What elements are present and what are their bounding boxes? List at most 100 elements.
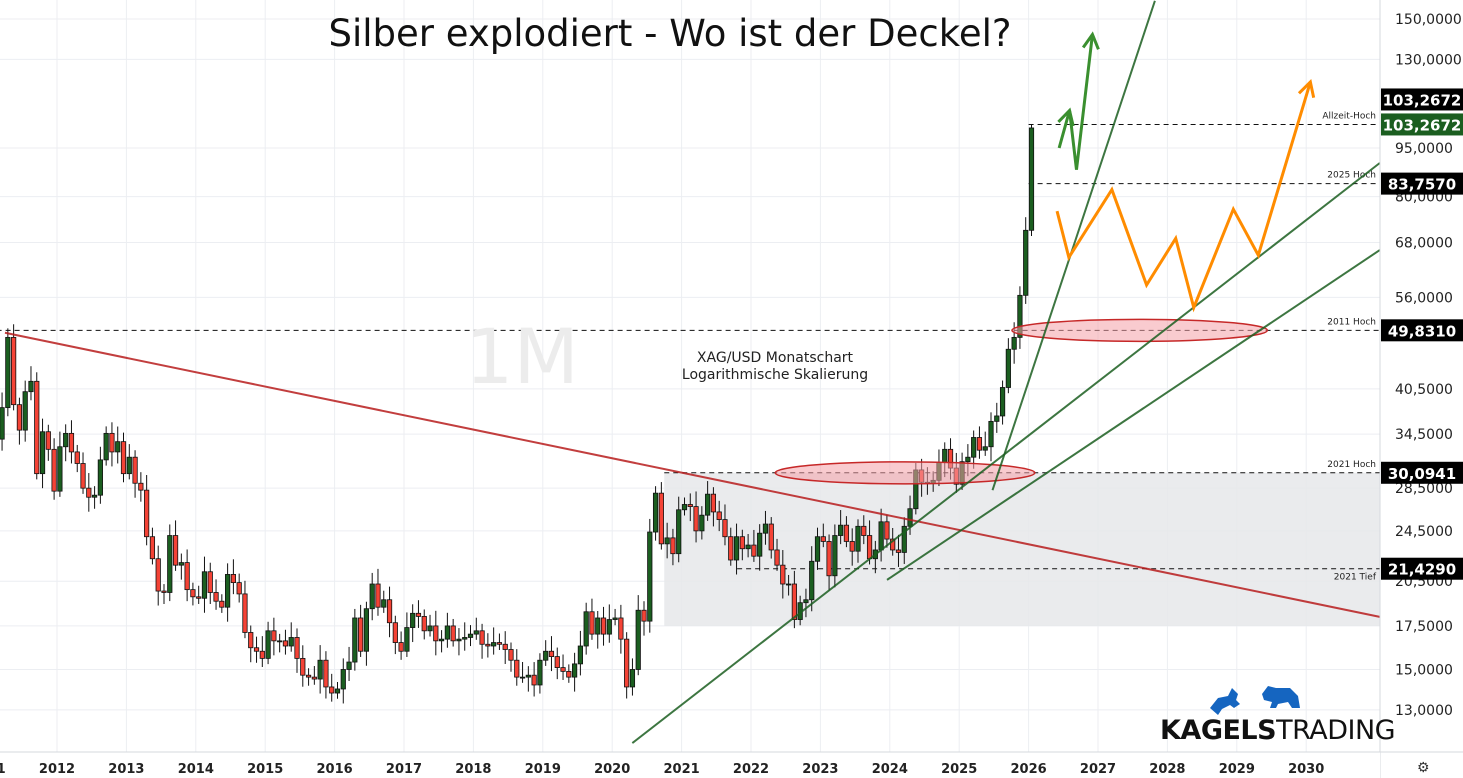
candle-body (485, 643, 491, 647)
candle-body (496, 642, 503, 645)
price-label-box (1381, 88, 1463, 111)
candle-body (999, 387, 1006, 417)
candle-body (386, 599, 393, 624)
candle-body (305, 674, 312, 678)
candle-body (577, 645, 583, 665)
price-tick-label: 34,5000 (1395, 427, 1453, 443)
candle-body (288, 637, 294, 647)
candle-body (705, 493, 711, 516)
candle-body (838, 524, 844, 536)
time-tick-label: 2030 (1288, 762, 1324, 777)
candle-body (803, 599, 809, 604)
price-label-box (1381, 172, 1463, 195)
candle-body (398, 642, 404, 652)
candle-body (716, 511, 722, 520)
candle-body (462, 637, 468, 640)
candle-body (172, 535, 179, 566)
candle-body (780, 564, 786, 585)
candle-body (548, 650, 555, 657)
price-tick-label: 13,0000 (1395, 703, 1453, 719)
candle-body (213, 592, 219, 602)
bull-icon (1210, 688, 1240, 715)
candle-body (427, 625, 433, 632)
candle-body (762, 523, 769, 534)
candle-body (491, 642, 497, 647)
candle-body (74, 451, 80, 464)
time-tick-label: 2024 (872, 762, 908, 777)
candle-body (514, 659, 520, 678)
candle-body (1023, 229, 1029, 296)
candle-body (710, 493, 717, 513)
resistance-zone-ellipse (1011, 318, 1269, 343)
candle-body (595, 617, 601, 635)
level-label: 2011 Hoch (1327, 317, 1376, 327)
candle-body (404, 627, 410, 652)
price-label-text: 83,7570 (1388, 176, 1456, 194)
candle-body (554, 656, 560, 669)
candle-body (392, 622, 398, 643)
time-tick-label: 2013 (108, 762, 144, 777)
candle-body (277, 640, 283, 643)
candle-body (230, 574, 236, 584)
candle-body (832, 535, 838, 577)
candle-body (410, 612, 416, 628)
candle-body (982, 446, 988, 451)
candle-body (647, 531, 653, 622)
candle-body (994, 415, 1000, 422)
candle-body (560, 667, 566, 672)
price-tick-label: 150,0000 (1395, 12, 1462, 28)
candle-body (988, 420, 994, 448)
candle-body (757, 532, 763, 557)
candle-body (248, 632, 254, 649)
candle-body (728, 536, 734, 561)
candle-body (444, 625, 450, 640)
time-tick-label: 2021 (664, 762, 700, 777)
candle-body (253, 647, 260, 652)
candle-body (971, 437, 977, 458)
chart-title: Silber explodiert - Wo ist der Deckel? (328, 12, 1012, 55)
price-tick-label: 28,5000 (1395, 481, 1453, 497)
time-tick-label: 2014 (178, 762, 214, 777)
candle-body (358, 617, 364, 652)
candle-body (479, 630, 485, 645)
kagels-trading-logo: KAGELSTRADING (1160, 715, 1396, 746)
candle-body (849, 541, 855, 552)
candle-body (39, 431, 46, 475)
candle-body (201, 571, 208, 599)
candle-body (629, 669, 636, 688)
candle-body (774, 549, 780, 566)
candle-body (473, 630, 479, 635)
gear-icon[interactable]: ⚙ (1417, 759, 1430, 775)
candle-body (120, 441, 127, 475)
candle-body (271, 630, 277, 642)
time-tick-label: 2025 (941, 762, 977, 777)
chart-subtitle-scale: Logarithmische Skalierung (681, 367, 869, 383)
candle-body (519, 676, 526, 679)
candle-body (820, 536, 826, 542)
price-label-text: 21,4290 (1388, 561, 1456, 579)
candle-body (589, 611, 595, 635)
time-tick-label: 2011 (0, 762, 6, 777)
candle-body (178, 562, 184, 566)
candle-body (421, 616, 427, 632)
candle-body (51, 448, 57, 492)
red-trendline (4, 331, 1380, 618)
candle-body (901, 525, 907, 553)
candle-body (34, 380, 40, 475)
candle-body (635, 609, 641, 670)
price-tick-label: 130,0000 (1395, 52, 1462, 68)
candle-body (236, 582, 242, 595)
candle-body (1005, 348, 1011, 388)
candle-body (225, 574, 231, 608)
candle-body (132, 456, 138, 484)
candle-body (733, 536, 740, 561)
candle-body (196, 596, 202, 599)
candle-body (242, 593, 248, 633)
time-tick-label: 2026 (1011, 762, 1047, 777)
green-projection-path-arrowhead (1081, 31, 1100, 50)
candle-body (456, 638, 462, 642)
candle-body (97, 459, 103, 496)
time-tick-label: 2015 (247, 762, 283, 777)
price-tick-label: 24,5000 (1395, 524, 1453, 540)
